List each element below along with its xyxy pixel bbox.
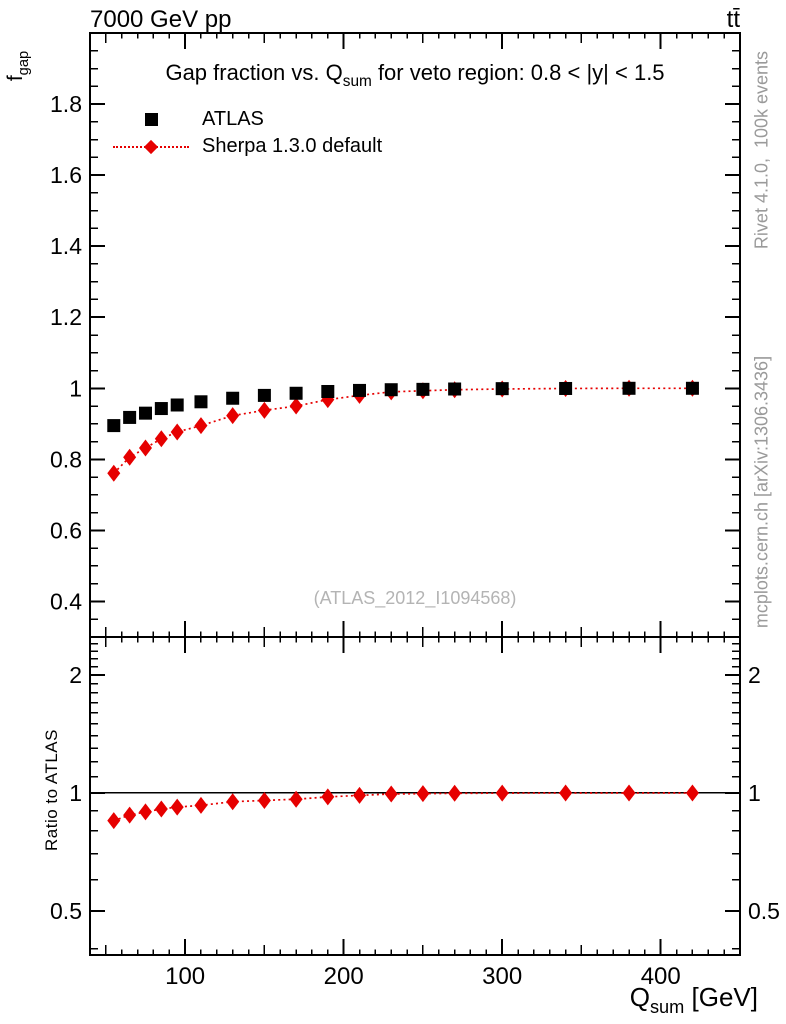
beam-energy-label: 7000 GeV pp [90, 6, 232, 33]
svg-text:1: 1 [69, 375, 82, 401]
svg-text:200: 200 [324, 963, 364, 990]
svg-text:1.6: 1.6 [50, 162, 82, 188]
analysis-watermark: (ATLAS_2012_I1094568) [313, 588, 517, 608]
ratio-panel-data [90, 784, 740, 830]
svg-text:400: 400 [641, 963, 681, 990]
svg-text:2: 2 [69, 662, 82, 688]
svg-text:100: 100 [165, 963, 205, 990]
svg-text:1: 1 [69, 780, 82, 806]
svg-text:1.2: 1.2 [50, 304, 82, 330]
mcplots-source-note: mcplots.cern.ch [arXiv:1306.3436] [751, 355, 772, 629]
axis-ticks: 0.4 0.6 0.8 1 1.2 1.4 1.6 1.8 0.5 0.5 1 1 2 2 100 200 30… [50, 33, 780, 990]
panel-frames [88, 31, 742, 957]
legend-item-sherpa: Sherpa 1.3.0 default [113, 133, 382, 160]
legend: ATLAS Sherpa 1.3.0 default [113, 106, 382, 160]
main-panel-data [107, 379, 699, 482]
ratio-y-axis-label: Ratio to ATLAS [42, 729, 61, 851]
svg-text:1.4: 1.4 [50, 233, 82, 259]
legend-label-atlas: ATLAS [202, 108, 264, 130]
svg-text:0.5: 0.5 [50, 898, 82, 924]
rivet-version-note: Rivet 4.1.0, 100k events [751, 50, 772, 250]
atlas-square-marker [113, 111, 189, 129]
svg-text:2: 2 [748, 662, 761, 688]
sherpa-diamond-marker [113, 138, 189, 156]
legend-item-atlas: ATLAS [113, 106, 382, 133]
svg-text:0.4: 0.4 [50, 588, 82, 614]
svg-text:0.8: 0.8 [50, 446, 82, 472]
plot-title: Gap fraction vs. Qsum for veto region: 0… [165, 60, 665, 90]
main-y-axis-label: fgap [4, 50, 32, 82]
process-label: tt̄ [726, 6, 740, 33]
svg-text:0.6: 0.6 [50, 517, 82, 543]
svg-text:1: 1 [748, 780, 761, 806]
x-axis-label: Qsum [GeV] [629, 982, 758, 1017]
svg-text:1.8: 1.8 [50, 91, 82, 117]
svg-text:300: 300 [482, 963, 522, 990]
svg-text:0.5: 0.5 [748, 898, 780, 924]
legend-label-sherpa: Sherpa 1.3.0 default [202, 135, 383, 157]
